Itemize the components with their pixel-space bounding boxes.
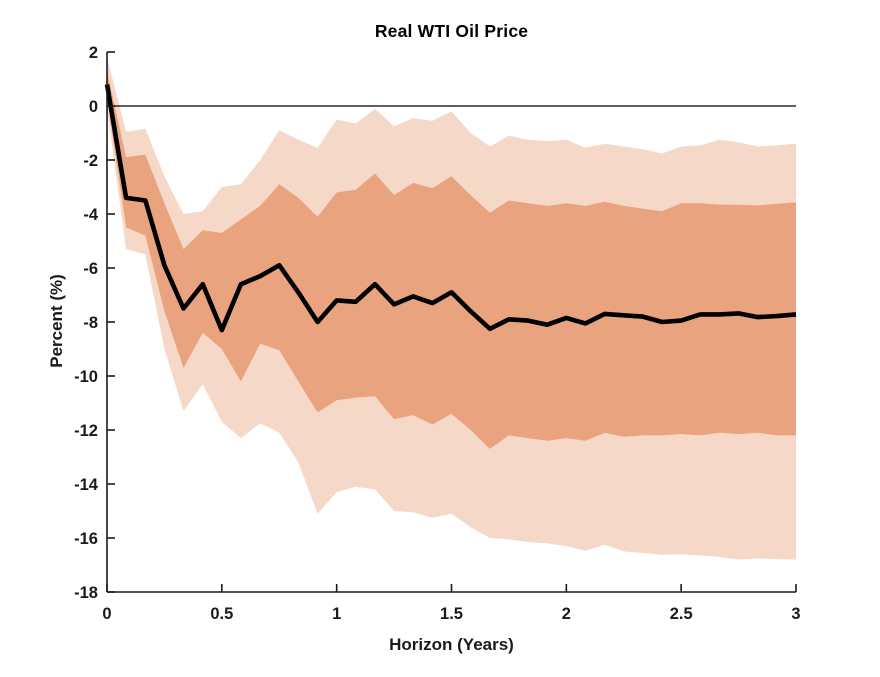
x-tick-label: 3 xyxy=(791,605,800,623)
x-tick-label: 1.5 xyxy=(440,605,463,623)
y-tick-label: -8 xyxy=(83,314,98,332)
chart-title: Real WTI Oil Price xyxy=(374,21,529,41)
x-tick-label: 2 xyxy=(562,605,571,623)
y-tick-label: 0 xyxy=(89,98,98,116)
median-line xyxy=(104,84,797,333)
x-tick-label: 1 xyxy=(332,605,341,623)
confidence-bands xyxy=(107,57,796,560)
x-tick-label: 0.5 xyxy=(210,605,233,623)
y-tick-label: -2 xyxy=(83,152,98,170)
y-tick-label: -16 xyxy=(74,530,98,548)
y-tick-label: -14 xyxy=(74,476,99,494)
x-tick-label: 2.5 xyxy=(670,605,693,623)
median-response-line xyxy=(104,84,797,333)
y-axis-label: Percent (%) xyxy=(47,274,66,368)
y-tick-label: -10 xyxy=(74,368,98,386)
y-tick-label: -4 xyxy=(83,206,98,224)
y-tick-label: -18 xyxy=(74,584,98,602)
y-tick-label: -12 xyxy=(74,422,98,440)
inner-confidence-band xyxy=(107,70,796,449)
y-tick-label: 2 xyxy=(89,44,98,62)
tick-labels: 20-2-4-6-8-10-12-14-16-180 0.5 1 1.5 2 2.5 3 xyxy=(74,44,800,623)
x-tick-label: 0 xyxy=(102,605,111,623)
tick-marks xyxy=(106,51,797,593)
x-axis-label: Horizon (Years) xyxy=(389,635,514,654)
y-tick-label: -6 xyxy=(83,260,98,278)
